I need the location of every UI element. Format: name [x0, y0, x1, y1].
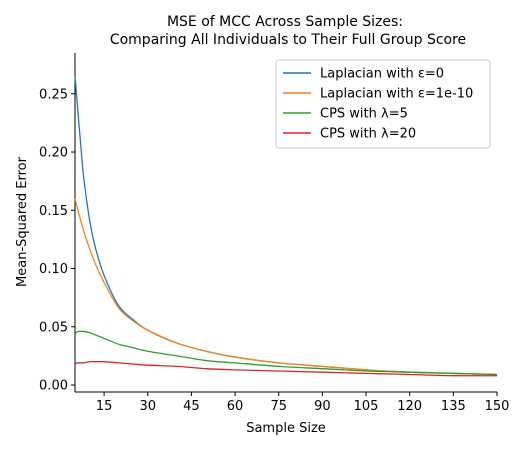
legend-box — [275, 59, 491, 149]
x-tick-label: 60 — [227, 399, 244, 414]
y-tick-label: 0.00 — [39, 379, 68, 394]
y-tick-label: 0.10 — [39, 262, 68, 277]
x-tick-label: 75 — [270, 399, 287, 414]
y-tick-label: 0.05 — [39, 320, 68, 335]
y-tick-label: 0.15 — [39, 204, 68, 219]
x-tick-label: 105 — [354, 399, 379, 414]
y-ticks: 0.00 0.05 0.10 0.15 0.20 0.25 — [39, 87, 75, 394]
chart-title: MSE of MCC Across Sample Sizes: Comparin… — [110, 14, 466, 48]
x-tick-label: 135 — [441, 399, 466, 414]
y-tick-label: 0.25 — [39, 87, 68, 102]
axes — [74, 53, 497, 393]
x-tick-label: 150 — [485, 399, 510, 414]
x-tick-label: 90 — [314, 399, 331, 414]
series-line-3 — [74, 360, 498, 377]
x-tick-label: 45 — [183, 399, 200, 414]
series-line-1 — [74, 198, 498, 376]
legend-label-3: CPS with λ=20 — [320, 127, 416, 142]
legend-label-2: CPS with λ=5 — [320, 107, 408, 122]
y-axis-label: Mean-Squared Error — [15, 156, 30, 287]
y-tick-label: 0.20 — [39, 146, 68, 161]
legend-label-1: Laplacian with ε=1e-10 — [320, 87, 473, 102]
legend-label-0: Laplacian with ε=0 — [320, 67, 444, 82]
x-tick-label: 15 — [96, 399, 113, 414]
x-tick-label: 120 — [397, 399, 422, 414]
x-axis-label: Sample Size — [246, 421, 326, 436]
x-tick-label: 30 — [139, 399, 156, 414]
series-lines — [74, 76, 498, 377]
legend: Laplacian with ε=0 Laplacian with ε=1e-10… — [275, 59, 491, 149]
chart-title-line-1: MSE of MCC Across Sample Sizes: — [167, 14, 403, 30]
series-line-2 — [74, 330, 498, 376]
x-ticks: 15 30 45 60 75 90 105 120 135 150 — [96, 392, 510, 414]
chart-title-line-2: Comparing All Individuals to Their Full … — [110, 32, 466, 48]
